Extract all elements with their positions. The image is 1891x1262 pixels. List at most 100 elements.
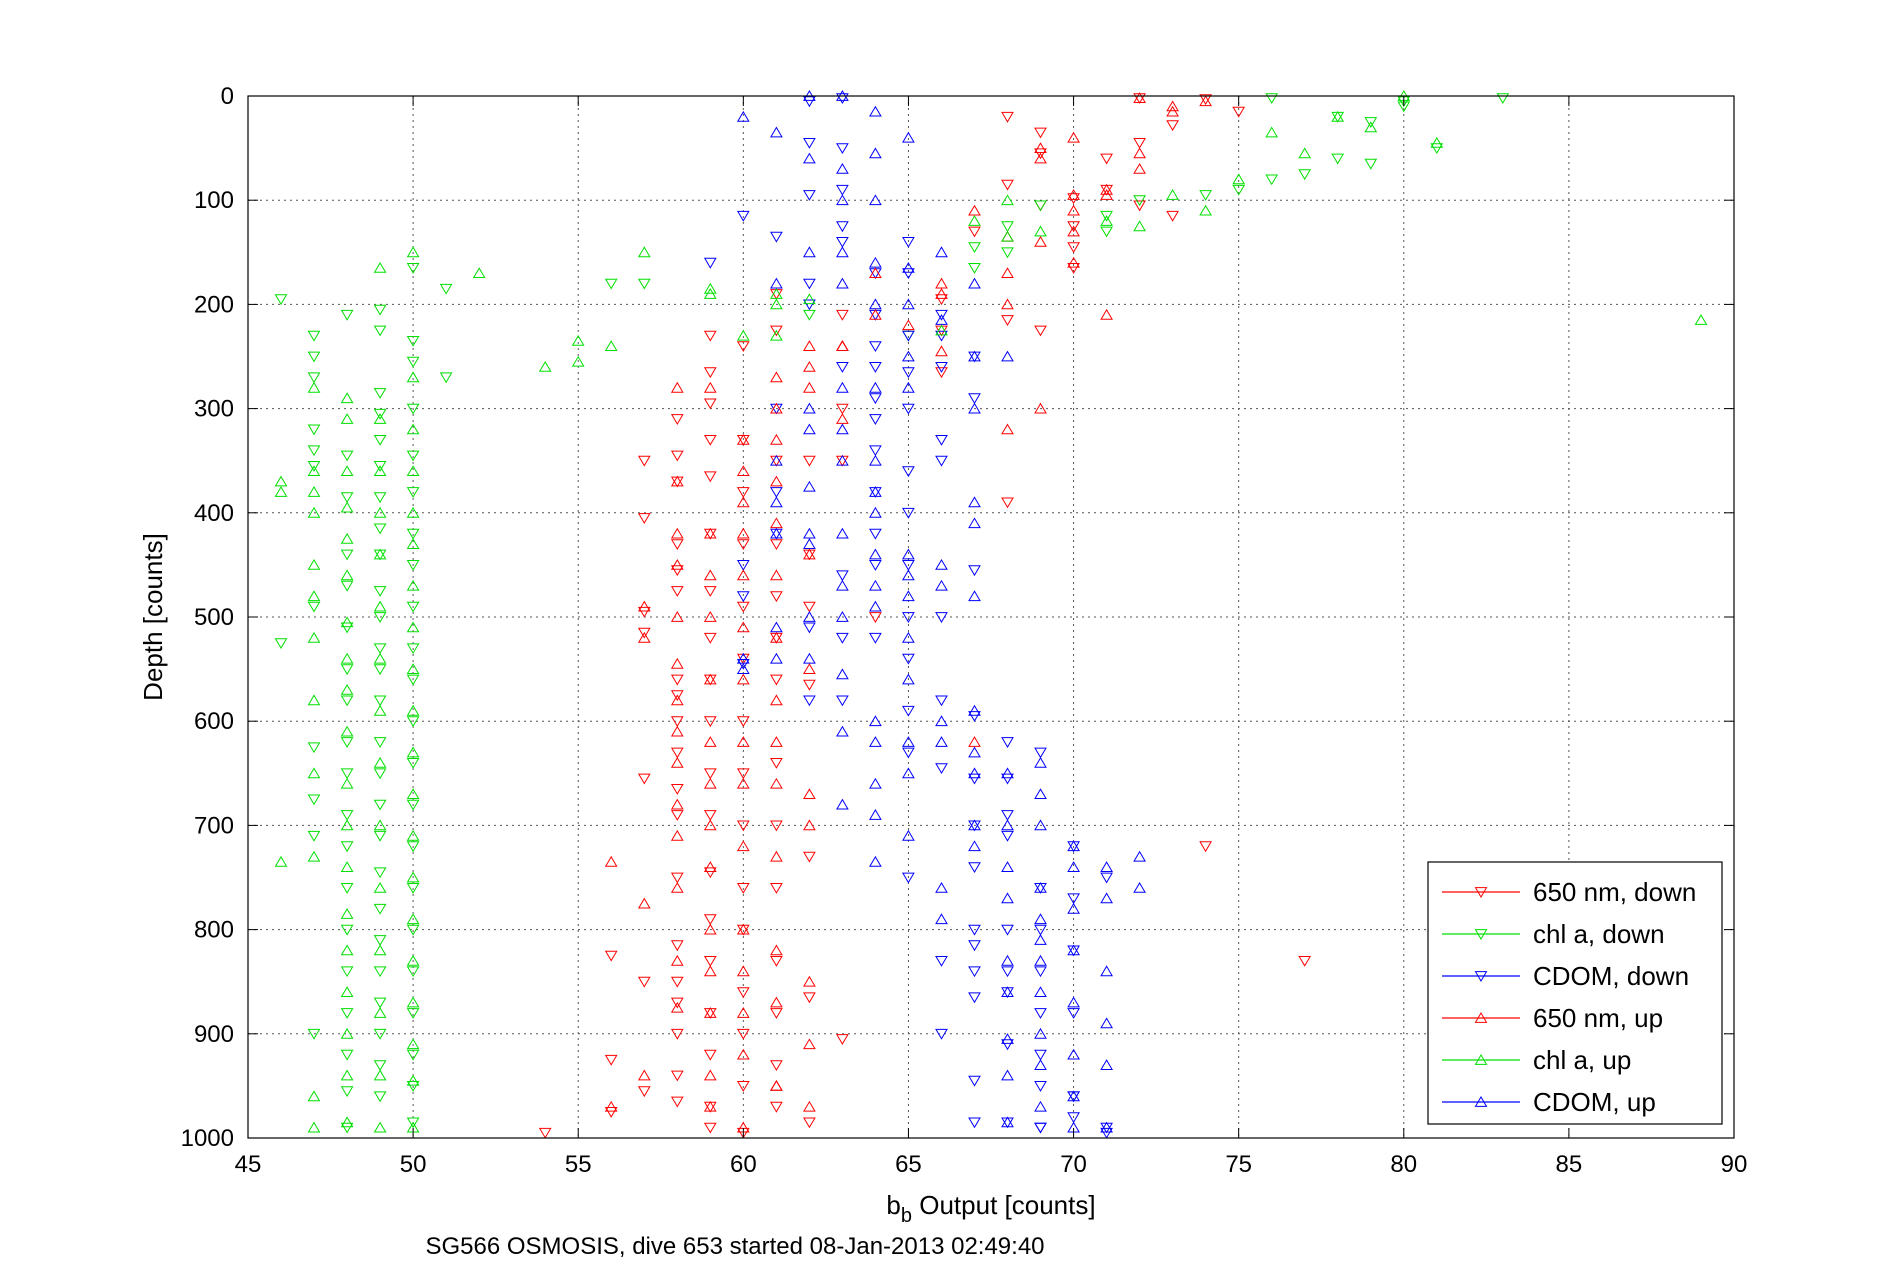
data-point	[1001, 1039, 1014, 1051]
data-point	[968, 517, 981, 529]
data-point	[406, 704, 420, 716]
data-point	[373, 506, 387, 518]
data-point	[968, 767, 981, 779]
data-point	[637, 897, 651, 909]
data-point	[340, 616, 354, 628]
data-point	[736, 777, 750, 789]
data-point	[770, 277, 783, 289]
data-point	[703, 1069, 717, 1081]
data-point	[803, 652, 816, 664]
y-tick-label: 1000	[181, 1125, 234, 1152]
data-point	[968, 746, 981, 758]
data-point	[1067, 225, 1080, 237]
data-point	[340, 501, 354, 513]
data-point	[902, 560, 915, 571]
data-point	[1067, 1048, 1080, 1060]
data-point	[670, 559, 684, 570]
data-point	[1001, 810, 1014, 821]
data-point	[1001, 298, 1014, 310]
data-point	[968, 992, 981, 1004]
data-point	[703, 716, 717, 728]
data-point	[472, 267, 486, 278]
data-point	[1232, 106, 1246, 118]
data-point	[1133, 220, 1146, 232]
data-point	[869, 105, 882, 117]
data-point	[902, 367, 915, 379]
data-point	[770, 569, 783, 581]
data-point	[836, 1034, 849, 1045]
data-point	[803, 190, 816, 201]
data-point	[604, 1100, 618, 1112]
data-point	[968, 924, 981, 936]
data-point	[604, 1054, 618, 1066]
data-point	[670, 976, 684, 988]
data-point	[968, 940, 981, 952]
data-point	[968, 565, 981, 577]
data-point	[406, 758, 420, 769]
data-point	[670, 716, 684, 728]
data-point	[307, 381, 321, 393]
data-point	[1001, 1116, 1014, 1128]
data-point	[902, 747, 915, 759]
data-point	[803, 679, 816, 691]
data-point	[373, 600, 387, 612]
data-point	[770, 527, 783, 539]
data-point	[307, 694, 321, 706]
axis-ticks: 45 50 55 60 65 70 75 80 85 9001002003004005006007…	[181, 83, 1748, 1178]
data-point	[1034, 924, 1047, 936]
data-point	[1034, 819, 1047, 831]
data-point	[307, 1121, 321, 1133]
data-point	[770, 883, 783, 894]
data-point	[670, 1096, 684, 1108]
x-axis-label-main: b	[886, 1190, 900, 1220]
data-point	[803, 299, 816, 311]
data-point	[968, 840, 981, 852]
data-point	[1001, 1069, 1014, 1081]
data-point	[703, 1100, 717, 1112]
data-point	[1034, 225, 1047, 237]
data-point	[869, 414, 882, 425]
data-point	[935, 309, 948, 321]
data-point	[869, 809, 882, 820]
data-point	[604, 1107, 618, 1118]
data-point	[703, 777, 717, 789]
data-point	[935, 715, 948, 727]
data-point	[803, 293, 816, 305]
data-point	[1034, 1027, 1047, 1039]
data-point	[836, 413, 849, 424]
data-point	[373, 492, 387, 504]
data-point	[1034, 148, 1047, 160]
data-point	[836, 798, 849, 810]
data-point	[1034, 913, 1047, 925]
data-point	[274, 855, 288, 867]
data-point	[406, 913, 420, 925]
data-point	[803, 601, 816, 613]
data-point	[1067, 131, 1080, 143]
data-point	[1265, 93, 1279, 104]
data-point	[869, 486, 882, 497]
data-point	[1034, 1008, 1047, 1019]
data-point	[406, 663, 420, 674]
grid-lines	[248, 96, 1734, 1138]
data-point	[935, 763, 948, 774]
data-point	[670, 565, 684, 577]
data-point	[1034, 127, 1047, 139]
data-point	[340, 1049, 354, 1061]
data-point	[1100, 1059, 1113, 1070]
data-point	[373, 461, 387, 472]
data-point	[340, 777, 354, 789]
data-point	[406, 871, 420, 883]
data-point	[670, 657, 684, 669]
x-tick-label: 90	[1721, 1151, 1748, 1178]
data-point	[1100, 183, 1113, 195]
data-point	[1034, 1081, 1047, 1092]
data-point	[736, 1081, 750, 1092]
data-point	[373, 882, 387, 893]
data-point	[373, 664, 387, 676]
data-point	[373, 465, 387, 476]
data-point	[637, 246, 651, 258]
data-point	[340, 684, 354, 695]
data-point	[968, 773, 981, 785]
data-point	[1331, 153, 1345, 165]
data-point	[902, 262, 915, 273]
